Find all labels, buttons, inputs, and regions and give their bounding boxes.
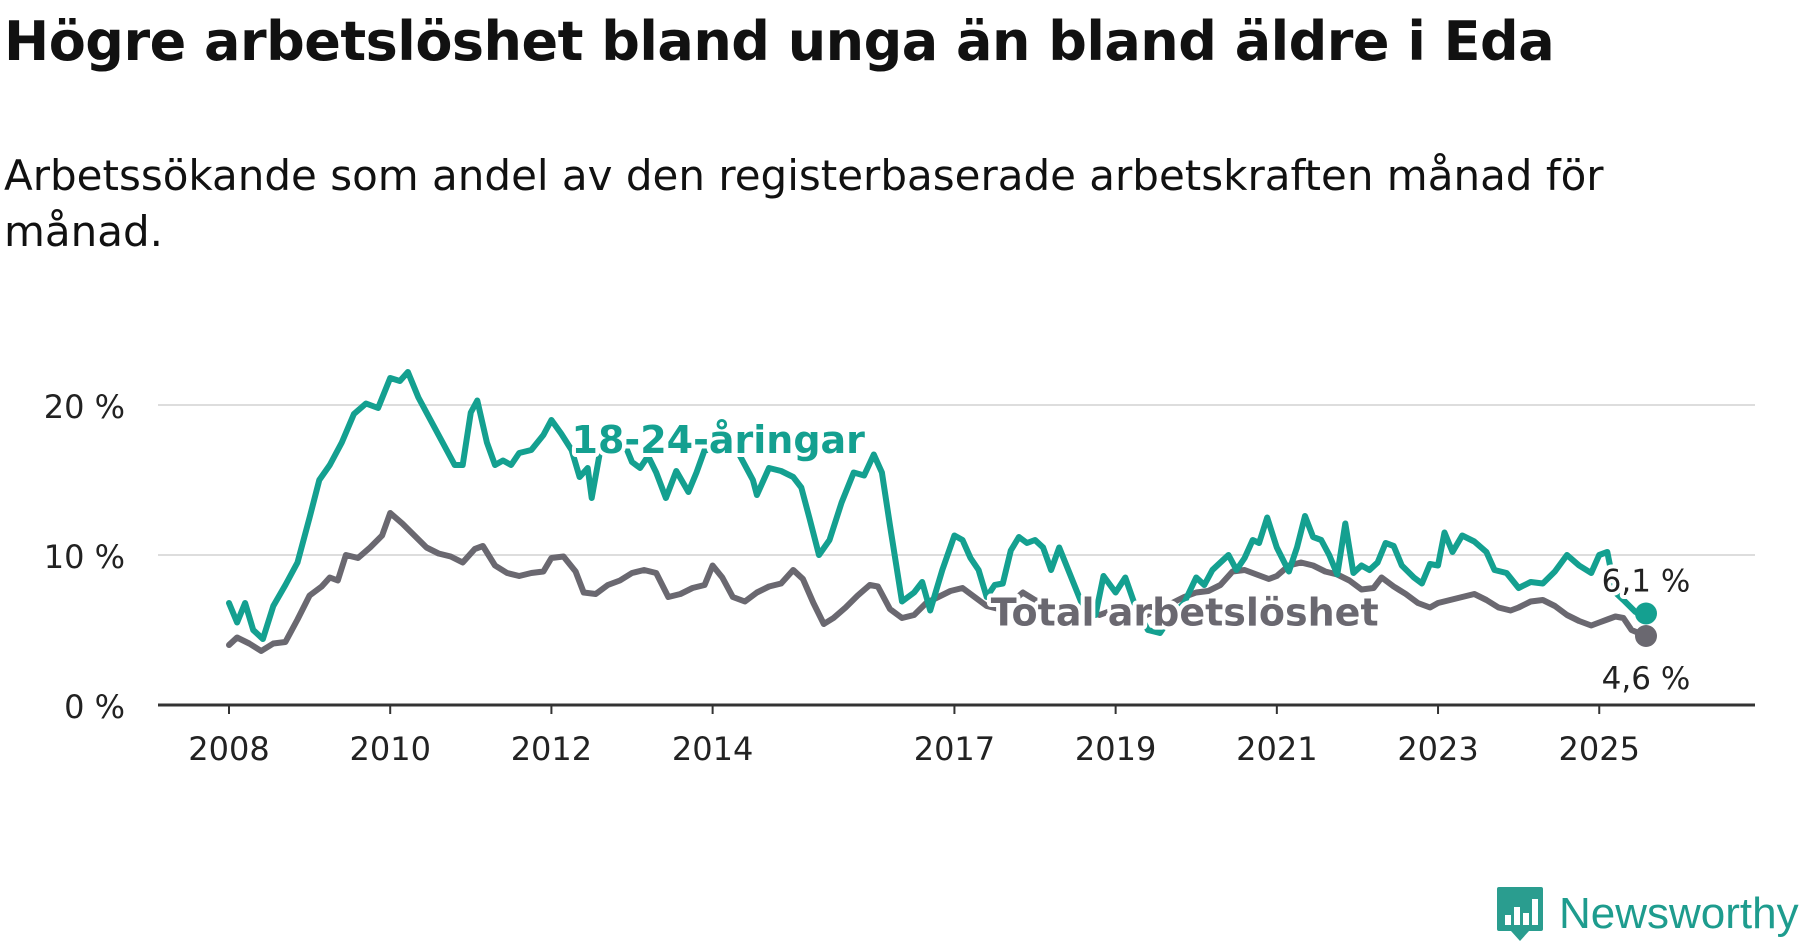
series-labels: 6,1 % 4,6 % 18-24-åringar Total arbetslöshe…	[568, 414, 1695, 701]
end-marker-18-24	[1634, 602, 1657, 625]
brand-name: Newsworthy	[1559, 889, 1799, 938]
y-tick-label: 20 %	[44, 388, 125, 426]
bar-chart-logo-icon	[1497, 887, 1543, 941]
series-line-18-24	[226, 369, 1649, 642]
gridlines	[158, 404, 1755, 556]
series-label-total: Total arbetslöshet	[991, 591, 1379, 635]
series-lines	[226, 369, 1657, 654]
x-tick-label: 2019	[1075, 730, 1156, 768]
chart-subtitle: Arbetssökande som andel av den registerb…	[4, 151, 1604, 256]
x-tick-label: 2017	[914, 730, 995, 768]
series-line-total	[226, 510, 1649, 654]
x-tick-label: 2010	[349, 730, 430, 768]
x-tick-label: 2025	[1559, 730, 1640, 768]
series-label-18-24: 18-24-åringar	[572, 418, 866, 462]
end-value-label-18-24: 6,1 %	[1602, 564, 1691, 600]
y-tick-label: 0 %	[64, 688, 125, 726]
y-axis-tick-labels: 0 % 10 % 20 %	[44, 388, 125, 726]
end-value-label-total: 4,6 %	[1602, 661, 1691, 697]
y-tick-label: 10 %	[44, 538, 125, 576]
x-tick-label: 2023	[1397, 730, 1478, 768]
x-axis: 2008 2010 2012 2014 2017 2019 2021 2023 2025	[158, 703, 1755, 768]
x-tick-label: 2014	[672, 730, 753, 768]
end-marker-total	[1634, 625, 1657, 647]
x-tick-label: 2008	[188, 730, 269, 768]
chart-title: Högre arbetslöshet bland unga än bland ä…	[4, 10, 1555, 73]
x-tick-label: 2012	[511, 730, 592, 768]
x-tick-label: 2021	[1236, 730, 1317, 768]
newsworthy-logo: Newsworthy	[1495, 885, 1799, 943]
